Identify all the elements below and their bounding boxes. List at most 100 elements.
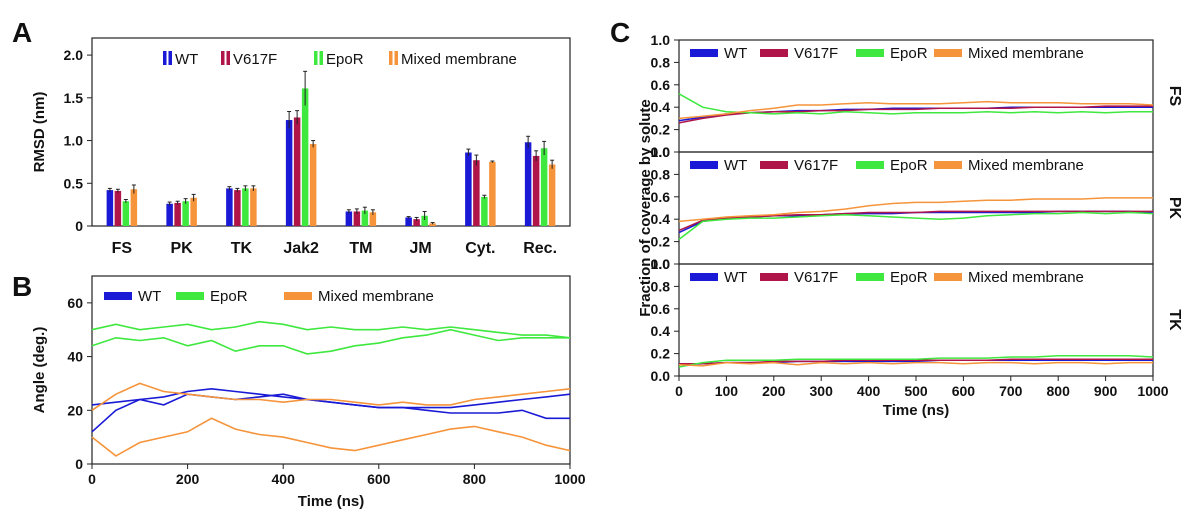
panel-c-fs-ytick-label: 0.8 — [651, 54, 671, 70]
panel-a-bar-mixed-membrane-pk — [190, 197, 197, 226]
panel-c-fs-legend-swatch — [690, 49, 718, 57]
panel-c-pk-legend-label-epor: EpoR — [890, 157, 928, 174]
panel-a-category-jm: JM — [410, 240, 432, 257]
panel-c-fs-side-label: FS — [1166, 86, 1183, 107]
panel-b-ylabel: Angle (deg.) — [31, 327, 48, 414]
panel-a-bar-epor-cyt — [481, 196, 488, 226]
panel-b-line-mixed-membrane-4 — [91, 382, 571, 411]
panel-b-xtick-label: 800 — [463, 471, 487, 487]
panel-c-tk-ytick-label: 0.4 — [651, 323, 671, 339]
panel-a-bar-mixed-membrane-tk — [250, 188, 257, 226]
panel-c-tk-xtick-label: 0 — [675, 383, 683, 399]
panel-c-pk-legend-swatch — [934, 161, 962, 169]
panel-c-pk-line-v617f — [678, 210, 1153, 232]
panel-b-legend-swatch — [284, 292, 312, 300]
panel-a-bar-mixed-membrane-jak2 — [309, 143, 317, 226]
panel-a-bar-v617f-cyt — [473, 160, 480, 226]
panel-b-legend-swatch — [104, 292, 132, 300]
panel-a-bar-v617f-jm — [413, 219, 420, 226]
panel-b-line-epor-2 — [91, 320, 571, 339]
panel-a-frame — [91, 37, 571, 227]
panel-c-fs-legend-label-wt: WT — [724, 45, 747, 62]
panel-c-fs-line-epor — [678, 93, 1153, 115]
panel-a-bar-wt-jak2 — [285, 120, 293, 226]
panel-a-category-tk: TK — [231, 240, 253, 257]
panel-a-legend-label-v617f: V617F — [233, 51, 277, 68]
panel-a-bar-v617f-tm — [353, 211, 361, 226]
panel-c-fs-legend-label-mixed-membrane: Mixed membrane — [968, 45, 1084, 62]
panel-a-bar-epor-jm — [421, 215, 428, 226]
panel-a-bar-epor-jak2 — [301, 88, 309, 226]
panel-c-pk-line-wt — [678, 210, 1154, 234]
panel-c-pk-line-mixed-membrane — [678, 197, 1153, 223]
panel-a-bar-v617f-rec — [532, 155, 540, 226]
panel-c-tk-xtick-label: 200 — [762, 383, 786, 399]
panel-a-legend-swatch — [319, 51, 323, 65]
panel-c-pk-side-label: PK — [1166, 197, 1183, 220]
panel-b-legend-label-wt: WT — [138, 288, 161, 305]
panel-c-fs-ytick-label: 0.0 — [651, 144, 671, 160]
panel-c-fs-ytick-label: 0.4 — [651, 99, 671, 115]
panel-c-fs-line-mixed-membrane — [678, 100, 1154, 120]
panel-a-bar-wt-rec — [524, 142, 532, 226]
panel-b-ytick-label: 20 — [67, 402, 83, 418]
panel-a-ytick-label: 2.0 — [64, 47, 84, 63]
panel-c-tk-legend-label-v617f: V617F — [794, 269, 838, 286]
panel-c-pk-line-epor — [678, 211, 1154, 240]
panel-a-bar-wt-tk — [226, 188, 233, 226]
panel-c-pk-legend-label-v617f: V617F — [794, 157, 838, 174]
panel-c-fs-ytick-label: 1.0 — [651, 32, 671, 48]
panel-b-letter: B — [12, 271, 32, 302]
panel-c-tk-xtick-label: 300 — [810, 383, 834, 399]
panel-b-ytick-label: 0 — [75, 456, 83, 472]
panel-b-legend-label-epor: EpoR — [210, 288, 248, 305]
panel-c-fs-legend-swatch — [934, 49, 962, 57]
panel-a-letter: A — [12, 17, 32, 48]
panel-a-bar-mixed-membrane-cyt — [489, 161, 496, 226]
panel-c-fs-ytick-label: 0.6 — [651, 77, 671, 93]
panel-c-tk-line-epor — [678, 355, 1154, 368]
panel-c-pk-legend-swatch — [856, 161, 884, 169]
panel-a-bar-v617f-tk — [234, 190, 241, 226]
panel-a-legend-swatch — [163, 51, 167, 65]
panel-c-tk-xtick-label: 700 — [999, 383, 1023, 399]
panel-c-fs: 0.0 0.2 0.4 0.6 0.8 1.0 WT V617F EpoR Mixed membr… — [651, 32, 1183, 160]
panel-a-legend-swatch — [314, 51, 318, 65]
panel-a-legend-label-mixed-membrane: Mixed membrane — [401, 51, 517, 68]
panel-c-letter: C — [610, 17, 630, 48]
panel-a-ylabel: RMSD (nm) — [31, 92, 48, 173]
panel-b-legend-swatch — [176, 292, 204, 300]
panel-a-bar-epor-tm — [361, 210, 369, 226]
panel-a-legend-swatch — [389, 51, 393, 65]
panel-c-pk-ytick-label: 0.0 — [651, 256, 671, 272]
panel-a-legend-swatch — [226, 51, 230, 65]
panel-b-line-mixed-membrane-5 — [91, 417, 571, 457]
panel-a-bar-wt-cyt — [465, 152, 472, 226]
panel-b-xtick-label: 400 — [272, 471, 296, 487]
panel-c-tk-legend-label-mixed-membrane: Mixed membrane — [968, 269, 1084, 286]
panel-c-tk-xtick-label: 100 — [715, 383, 739, 399]
panel-b-xtick-label: 0 — [88, 471, 96, 487]
panel-a-category-tm: TM — [349, 240, 372, 257]
panel-c-fs-legend-swatch — [856, 49, 884, 57]
panel-b-line-wt-1 — [91, 393, 570, 433]
panel-c-tk-side-label: TK — [1166, 309, 1183, 331]
panel-c-tk-line-v617f — [679, 358, 1153, 365]
panel-a-bar-mixed-membrane-jm — [429, 223, 436, 226]
panel-a-legend-swatch — [394, 51, 398, 65]
panel-a-bar-mixed-membrane-tm — [369, 212, 377, 226]
panel-a-ytick-label: 0 — [75, 218, 83, 234]
panel-b-line-epor-3 — [91, 328, 570, 355]
panel-a-ytick-label: 0.5 — [64, 175, 84, 191]
panel-a-category-cyt: Cyt. — [465, 240, 495, 257]
panel-c-fs-legend-label-epor: EpoR — [890, 45, 928, 62]
panel-c-pk-ytick-label: 0.6 — [651, 189, 671, 205]
panel-c-tk-xtick-label: 1000 — [1137, 383, 1168, 399]
panel-a-legend-swatch — [221, 51, 225, 65]
panel-a-legend-label-epor: EpoR — [326, 51, 364, 68]
panel-b-ytick-label: 60 — [67, 295, 83, 311]
